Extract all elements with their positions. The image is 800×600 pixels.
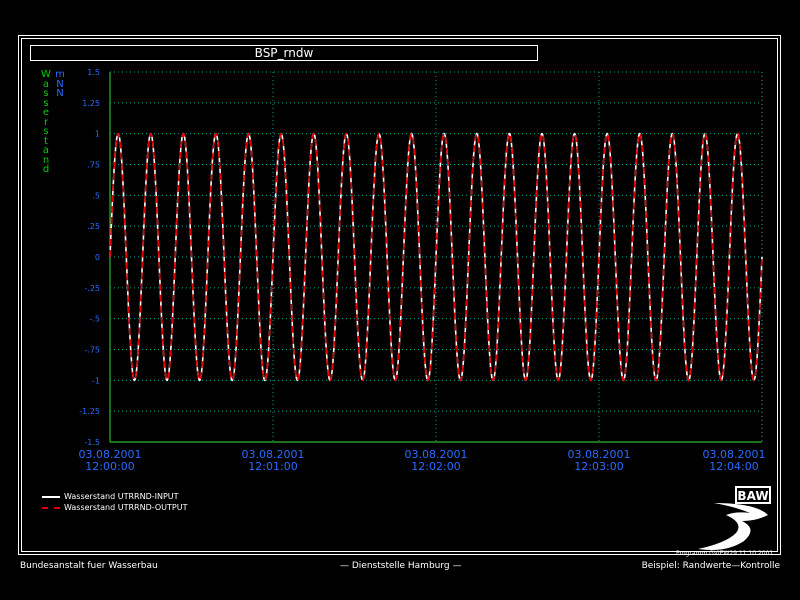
chart-title-box: BSP_rndw <box>30 45 538 61</box>
x-tick-date: 03.08.2001 <box>405 448 468 461</box>
legend-swatch-input <box>42 496 60 498</box>
y-tick-label: 1.5 <box>87 68 100 77</box>
x-tick-time: 12:04:00 <box>709 460 758 473</box>
footer-left: Bundesanstalt fuer Wasserbau <box>20 561 158 571</box>
x-tick-time: 12:02:00 <box>411 460 460 473</box>
y-tick-label: 0 <box>95 253 100 262</box>
y-tick-label: -1.25 <box>79 407 100 416</box>
footer-center: — Dienststelle Hamburg — <box>340 561 462 571</box>
inner-frame <box>21 38 778 552</box>
y-tick-label: -1.5 <box>84 438 100 447</box>
baw-logo: BAW <box>698 486 771 550</box>
y-tick-label: .75 <box>87 161 100 170</box>
legend-swatch-output <box>42 507 60 509</box>
legend-label-input: Wasserstand UTRRND-INPUT <box>64 492 179 501</box>
y-tick-label: 1.25 <box>82 99 100 108</box>
x-tick-date: 03.08.2001 <box>242 448 305 461</box>
x-tick-date: 03.08.2001 <box>568 448 631 461</box>
y-tick-label: .5 <box>92 191 100 200</box>
y-tick-label: -1 <box>92 376 100 385</box>
x-tick-time: 12:00:00 <box>85 460 134 473</box>
x-tick-time: 12:03:00 <box>574 460 623 473</box>
x-tick-time: 12:01:00 <box>248 460 297 473</box>
y-tick-label: .25 <box>87 222 100 231</box>
y-tick-label: 1 <box>95 130 100 139</box>
chart-title: BSP_rndw <box>254 46 314 60</box>
outer-frame <box>18 35 781 555</box>
logo-text: BAW <box>737 489 768 503</box>
y-tick-label: -.5 <box>89 315 100 324</box>
footer-right: Beispiel: Randwerte—Kontrolle <box>641 561 780 571</box>
y-tick-label: -.75 <box>84 346 100 355</box>
legend-label-output: Wasserstand UTRRND-OUTPUT <box>64 503 188 512</box>
program-info: Programm GVIEW29 11.10.2001 <box>676 550 774 557</box>
y-tick-label: -.25 <box>84 284 100 293</box>
x-tick-date: 03.08.2001 <box>79 448 142 461</box>
series-line-output <box>109 132 763 382</box>
x-tick-date: 03.08.2001 <box>703 448 766 461</box>
